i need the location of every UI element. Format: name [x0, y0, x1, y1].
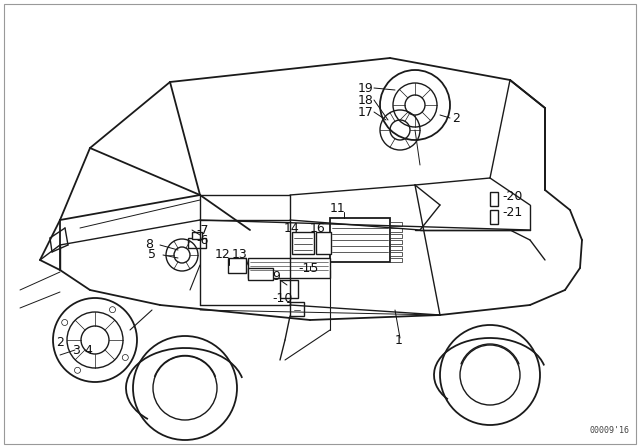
Bar	[490, 192, 498, 206]
Text: 19: 19	[358, 82, 374, 95]
Text: 1: 1	[395, 333, 403, 346]
Text: 12: 12	[215, 249, 231, 262]
Text: 17: 17	[358, 105, 374, 119]
Text: 4: 4	[84, 344, 92, 357]
Text: -6: -6	[196, 233, 209, 246]
Text: 14: 14	[284, 221, 300, 234]
Text: 3: 3	[72, 344, 80, 357]
Text: -20: -20	[502, 190, 522, 202]
Text: -7: -7	[196, 224, 209, 237]
Text: -15: -15	[298, 262, 318, 275]
Bar	[280, 280, 298, 298]
Bar	[292, 232, 314, 254]
Text: 11: 11	[330, 202, 346, 215]
Bar	[390, 252, 402, 256]
Bar	[390, 258, 402, 262]
Text: 18: 18	[358, 94, 374, 107]
Bar	[248, 258, 330, 278]
Bar	[490, 210, 498, 224]
Bar	[192, 232, 202, 239]
Bar	[390, 234, 402, 238]
Text: 13: 13	[232, 249, 248, 262]
Bar	[228, 258, 246, 273]
Bar	[390, 228, 402, 232]
Bar	[390, 222, 402, 226]
Bar	[188, 238, 206, 248]
Text: -10: -10	[272, 292, 292, 305]
Text: 5: 5	[148, 249, 156, 262]
Text: -21: -21	[502, 206, 522, 219]
Text: 9: 9	[272, 271, 280, 284]
Text: 16: 16	[310, 221, 326, 234]
Text: 2: 2	[452, 112, 460, 125]
Text: 8: 8	[145, 238, 153, 251]
Bar	[390, 246, 402, 250]
Text: 00009'16: 00009'16	[590, 426, 630, 435]
Bar	[316, 232, 331, 254]
Bar	[390, 240, 402, 244]
Bar	[290, 302, 304, 316]
Bar	[330, 218, 390, 262]
Bar	[248, 268, 273, 280]
Text: 2: 2	[56, 336, 64, 349]
